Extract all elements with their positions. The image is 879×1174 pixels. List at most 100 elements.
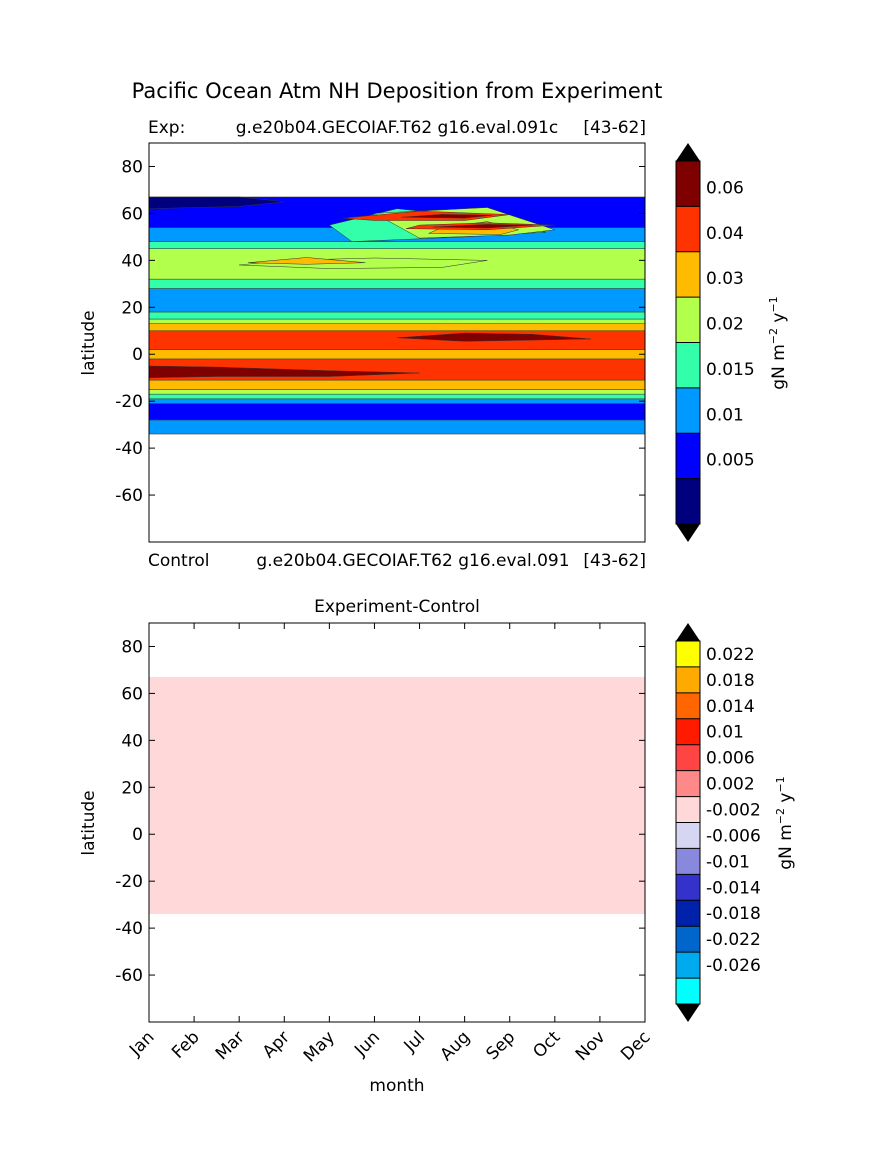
top-colorbar: 0.06 0.04 0.03 0.02 0.015 0.01 0.005 bbox=[675, 143, 755, 542]
x-tick-label: Apr bbox=[259, 1027, 294, 1062]
y-tick-label: 20 bbox=[121, 298, 143, 318]
y-tick-label: -60 bbox=[115, 966, 143, 986]
colorbar-swatch bbox=[676, 978, 700, 1004]
x-tick-label: May bbox=[300, 1027, 339, 1066]
colorbar-tick-label: 0.006 bbox=[706, 749, 755, 769]
top-xlabel-center: g.e20b04.GECOIAF.T62 g16.eval.091 bbox=[256, 551, 569, 571]
colorbar-swatch bbox=[676, 206, 700, 252]
contour-band bbox=[148, 311, 646, 320]
top-xlabel-left: Control bbox=[148, 551, 209, 571]
figure-suptitle: Pacific Ocean Atm NH Deposition from Exp… bbox=[132, 79, 663, 103]
top-plot-area bbox=[148, 142, 646, 543]
plot-frame bbox=[148, 622, 646, 1023]
y-tick-label: -40 bbox=[115, 919, 143, 939]
bottom-y-axis: -60 -40 -20 0 20 40 60 80 bbox=[115, 637, 645, 986]
colorbar-swatch bbox=[676, 297, 700, 343]
top-y-axis: -60 -40 -20 0 20 40 60 80 bbox=[115, 157, 645, 506]
colorbar-swatch bbox=[676, 251, 700, 298]
colorbar-swatch bbox=[676, 744, 700, 771]
top-title-left: Exp: bbox=[148, 118, 185, 138]
y-tick-label: 60 bbox=[121, 684, 143, 704]
contour-feature bbox=[432, 224, 533, 229]
colorbar-swatch bbox=[676, 342, 700, 388]
colorbar-tick-label: -0.01 bbox=[706, 852, 750, 872]
y-tick-label: -20 bbox=[115, 872, 143, 892]
contour-band bbox=[148, 379, 646, 390]
colorbar-tick-label: 0.03 bbox=[706, 269, 744, 289]
contour-band bbox=[148, 248, 646, 280]
contour-band bbox=[148, 330, 646, 350]
x-tick-label: Jun bbox=[350, 1027, 384, 1061]
contour-band bbox=[148, 403, 646, 421]
x-tick-label: Dec bbox=[617, 1027, 654, 1064]
colorbar-swatch bbox=[676, 478, 700, 524]
y-tick-label: 20 bbox=[121, 778, 143, 798]
y-tick-label: -60 bbox=[115, 486, 143, 506]
bottom-panel: Experiment-Control -60 -40 -20 0 20 40 60 80 Ja… bbox=[79, 597, 796, 1096]
colorbar-tick-label: 0.002 bbox=[706, 775, 755, 795]
colorbar-tick-label: -0.006 bbox=[706, 826, 761, 846]
contour-band bbox=[148, 241, 646, 249]
top-xlabel-right: [43-62] bbox=[583, 551, 646, 571]
x-tick-label: Mar bbox=[212, 1027, 249, 1064]
x-tick-label: Aug bbox=[437, 1027, 475, 1065]
contour-feature bbox=[396, 332, 592, 342]
x-tick-label: Nov bbox=[572, 1027, 610, 1065]
top-colorbar-label: gN m−2 y−1 bbox=[767, 296, 789, 389]
x-tick-label: Jul bbox=[400, 1027, 429, 1056]
colorbar-extend-min bbox=[676, 1004, 700, 1022]
bottom-title: Experiment-Control bbox=[314, 597, 480, 617]
contour-feature bbox=[247, 257, 366, 265]
top-title-center: g.e20b04.GECOIAF.T62 g16.eval.091c bbox=[236, 118, 558, 138]
top-ylabel: latitude bbox=[79, 310, 99, 375]
colorbar-swatch bbox=[676, 900, 700, 927]
difference-field bbox=[149, 676, 645, 915]
colorbar-swatch bbox=[676, 387, 700, 434]
contour-band bbox=[148, 278, 646, 289]
plot-frame bbox=[148, 142, 646, 543]
y-tick-label: 80 bbox=[121, 157, 143, 177]
colorbar-swatch bbox=[676, 848, 700, 875]
contour-band bbox=[148, 389, 646, 395]
colorbar-extend-max bbox=[676, 143, 700, 161]
colorbar-tick-label: 0.01 bbox=[706, 723, 744, 743]
y-tick-label: 60 bbox=[121, 204, 143, 224]
colorbar-tick-label: 0.022 bbox=[706, 645, 755, 665]
colorbar-tick-label: -0.014 bbox=[706, 878, 761, 898]
colorbar-swatch bbox=[676, 433, 700, 479]
colorbar-swatch bbox=[676, 666, 700, 693]
contour-band bbox=[148, 398, 646, 404]
colorbar-tick-label: -0.022 bbox=[706, 930, 761, 950]
top-title-right: [43-62] bbox=[583, 118, 646, 138]
x-tick-label: Oct bbox=[529, 1027, 564, 1062]
colorbar-tick-label: -0.002 bbox=[706, 801, 761, 821]
colorbar-tick-label: -0.018 bbox=[706, 904, 761, 924]
contour-band bbox=[148, 318, 646, 324]
colorbar-swatch bbox=[676, 874, 700, 901]
contour-band bbox=[148, 288, 646, 313]
colorbar-tick-label: 0.02 bbox=[706, 315, 744, 335]
colorbar-extend-max bbox=[676, 623, 700, 641]
y-tick-label: -40 bbox=[115, 439, 143, 459]
bottom-colorbar: 0.022 0.018 0.014 0.01 0.006 0.002 -0.002 -0.00… bbox=[675, 623, 761, 1022]
bottom-colorbar-label: gN m−2 y−1 bbox=[774, 776, 796, 869]
y-tick-label: 0 bbox=[132, 825, 143, 845]
y-tick-label: 40 bbox=[121, 251, 143, 271]
colorbar-tick-label: 0.014 bbox=[706, 697, 755, 717]
colorbar-tick-label: 0.06 bbox=[706, 178, 744, 198]
x-tick-label: Jan bbox=[125, 1027, 158, 1060]
colorbar-swatch bbox=[676, 641, 700, 667]
top-panel: Exp: g.e20b04.GECOIAF.T62 g16.eval.091c … bbox=[79, 118, 789, 571]
bottom-xlabel: month bbox=[369, 1076, 424, 1096]
colorbar-swatch bbox=[676, 796, 700, 823]
contour-feature bbox=[148, 365, 420, 378]
y-tick-label: 40 bbox=[121, 731, 143, 751]
colorbar-tick-label: 0.01 bbox=[706, 405, 744, 425]
colorbar-tick-label: 0.005 bbox=[706, 451, 755, 471]
colorbar-tick-label: 0.015 bbox=[706, 360, 755, 380]
colorbar-swatch bbox=[676, 770, 700, 797]
colorbar-swatch bbox=[676, 692, 700, 719]
y-tick-label: 0 bbox=[132, 345, 143, 365]
contour-band bbox=[148, 393, 646, 400]
